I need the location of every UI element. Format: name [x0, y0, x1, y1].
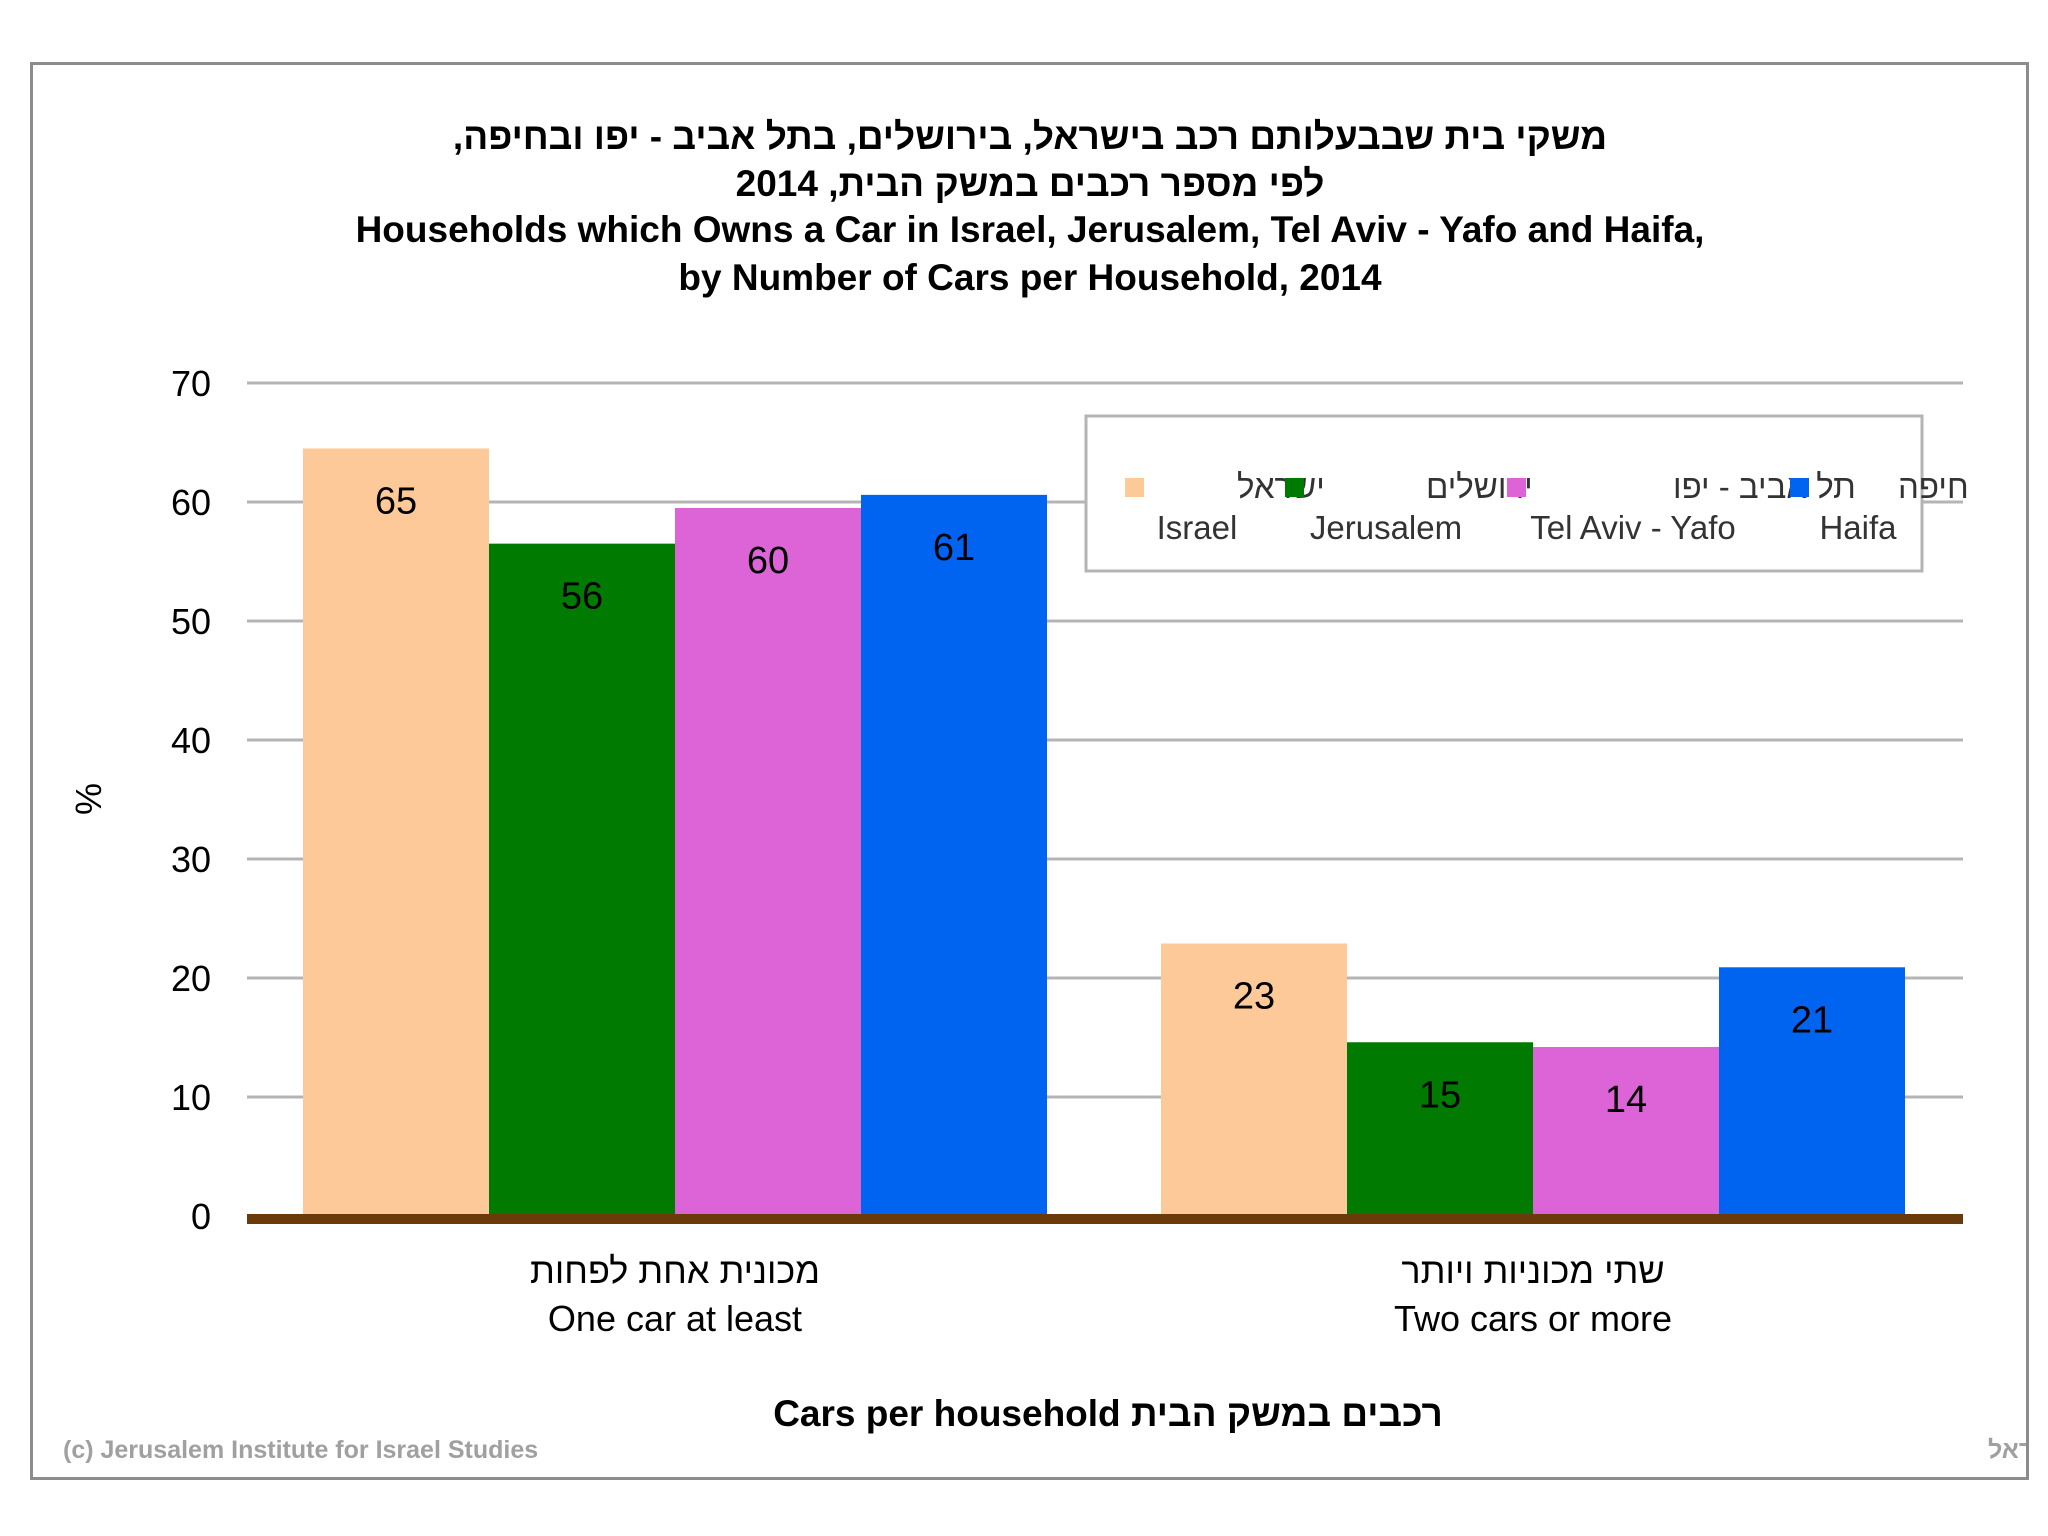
category-label-he: מכונית אחת לפחות [530, 1250, 820, 1291]
bar-value-label: 60 [747, 540, 789, 582]
title-line-en-1: Households which Owns a Car in Israel, J… [356, 209, 1705, 250]
category-label-en: Two cars or more [1394, 1298, 1672, 1339]
legend-swatch [1125, 478, 1144, 497]
credit-left: (c) Jerusalem Institute for Israel Studi… [63, 1436, 538, 1464]
legend-label-he: תל אביב - יפו [1673, 468, 1856, 505]
chart-title: משקי בית שבבעלותם רכב בישראל, בירושלים, … [356, 116, 1705, 298]
y-tick-label: 10 [171, 1077, 211, 1118]
bar [1161, 943, 1347, 1216]
bar [1533, 1047, 1719, 1216]
bar-value-label: 14 [1605, 1079, 1647, 1121]
legend-swatch [1507, 478, 1526, 497]
bar-value-label: 61 [933, 527, 975, 569]
legend-label-he: ישראל [1237, 468, 1325, 505]
bar-value-label: 21 [1791, 999, 1833, 1041]
bars [303, 448, 1905, 1216]
legend-box [1084, 414, 1924, 573]
bar-value-label: 23 [1233, 975, 1275, 1017]
y-tick-label: 20 [171, 958, 211, 999]
bar [489, 543, 675, 1216]
legend-label-en: Haifa [1819, 509, 1897, 546]
x-axis-baseline [247, 1214, 1963, 1224]
y-axis-ticks: 0 10 20 30 40 50 60 70 [171, 363, 211, 1237]
category-labels: מכונית אחת לפחות One car at least שתי מכונ… [530, 1250, 1672, 1339]
title-line-he-1: משקי בית שבבעלותם רכב בישראל, בירושלים, … [453, 116, 1607, 157]
y-tick-label: 50 [171, 601, 211, 642]
title-line-en-2: by Number of Cars per Household, 2014 [678, 257, 1382, 298]
bar-value-labels: 65 23 56 15 60 14 61 21 [375, 480, 1833, 1121]
bar [861, 494, 1047, 1216]
y-axis-title: % [68, 783, 109, 815]
bar-chart: משקי בית שבבעלותם רכב בישראל, בירושלים, … [63, 116, 2026, 1464]
x-axis-title: Cars per household רכבים במשק הבית [773, 1393, 1443, 1434]
bar [1719, 967, 1905, 1216]
bar [1347, 1042, 1533, 1216]
chart-frame: משקי בית שבבעלותם רכב בישראל, בירושלים, … [30, 62, 2029, 1480]
bar [303, 448, 489, 1216]
legend-label-he: חיפה [1898, 468, 1969, 505]
y-tick-label: 30 [171, 839, 211, 880]
title-line-he-2: לפי מספר רכבים במשק הבית, 2014 [736, 163, 1325, 204]
legend-swatch [1285, 478, 1304, 497]
y-tick-label: 0 [191, 1196, 211, 1237]
category-label-en: One car at least [548, 1298, 802, 1339]
category-label-he: שתי מכוניות ויותר [1401, 1250, 1664, 1291]
bar-value-label: 65 [375, 480, 417, 522]
bar-value-label: 56 [561, 576, 603, 618]
y-tick-label: 40 [171, 720, 211, 761]
credit-right: (c) מכון ירושלים לחקר ישראל [1988, 1436, 2026, 1464]
y-tick-label: 70 [171, 363, 211, 404]
legend-label-en: Jerusalem [1310, 509, 1462, 546]
legend-label-en: Tel Aviv - Yafo [1530, 509, 1735, 546]
y-tick-label: 60 [171, 482, 211, 523]
bar-value-label: 15 [1419, 1074, 1461, 1116]
legend-swatch [1790, 478, 1809, 497]
legend-label-en: Israel [1157, 509, 1238, 546]
bar [675, 507, 861, 1216]
